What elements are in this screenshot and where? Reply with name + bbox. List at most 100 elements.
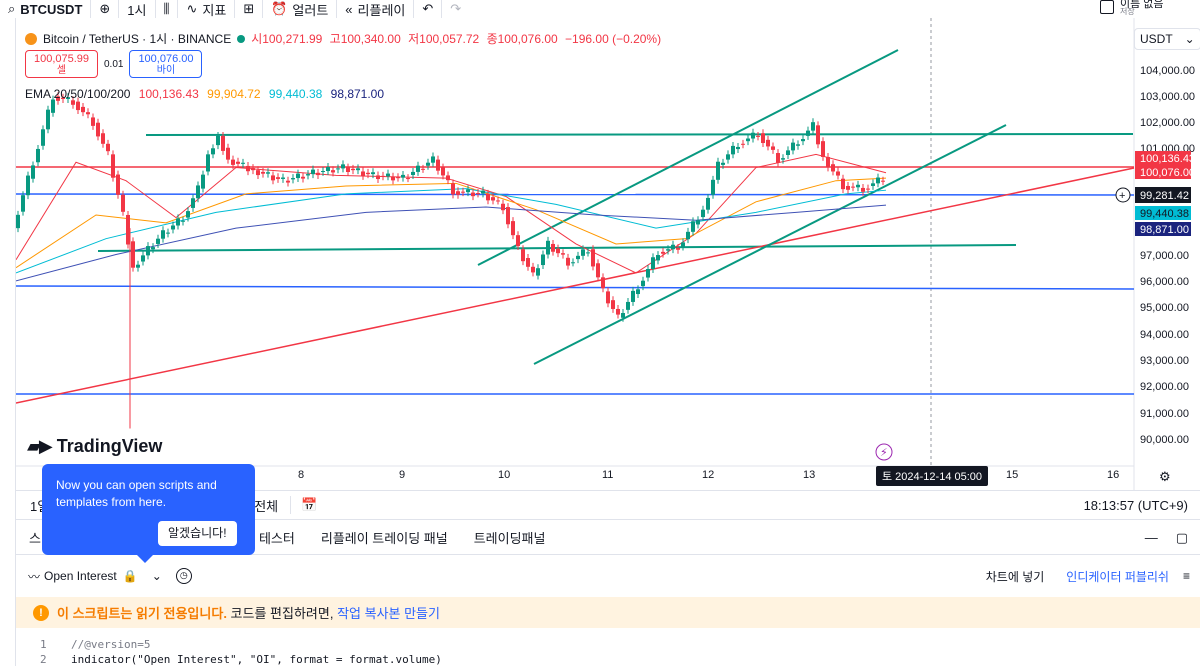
spread-value: 0.01 bbox=[104, 58, 124, 70]
currency-selector[interactable]: USDT ⌄ bbox=[1134, 28, 1200, 50]
time-label: 11 bbox=[602, 469, 614, 481]
horizontal-line-teal-top[interactable] bbox=[145, 133, 1134, 136]
goto-date-calendar-icon[interactable]: 📅 bbox=[301, 497, 318, 512]
chevron-down-icon[interactable]: ⌄ bbox=[151, 569, 162, 583]
time-label: 10 bbox=[498, 469, 511, 481]
code-line[interactable]: indicator("Open Interest", "OI", format … bbox=[71, 653, 442, 666]
candle-body bbox=[516, 235, 520, 247]
code-line[interactable]: //@version=5 bbox=[71, 638, 151, 651]
clock-display[interactable]: 18:13:57 (UTC+9) bbox=[1083, 497, 1188, 513]
sell-button[interactable]: 100,075.99 셀 bbox=[25, 50, 98, 78]
tab-strategy-tester[interactable]: 테스터 bbox=[258, 531, 295, 546]
horizontal-line-blue-top[interactable] bbox=[15, 193, 1135, 196]
left-drawing-toolbar bbox=[0, 18, 16, 666]
channel-lower-line[interactable] bbox=[533, 124, 1007, 365]
chart-settings-gear-icon[interactable]: ⚙ bbox=[1159, 469, 1171, 484]
tab-replay-trading[interactable]: 리플레이 트레이딩 패널 bbox=[320, 531, 448, 546]
ema200-price-tag: 98,871.00 bbox=[1140, 224, 1189, 236]
replay-button[interactable]: «리플레이 bbox=[337, 0, 415, 18]
candle-body bbox=[71, 100, 75, 105]
candle-body bbox=[271, 175, 275, 181]
candle-body bbox=[226, 147, 230, 160]
add-alert-plus-icon[interactable] bbox=[1115, 187, 1131, 203]
ema100-price-tag: 99,440.38 bbox=[1140, 208, 1189, 220]
candle-body bbox=[86, 112, 90, 115]
candle-body bbox=[156, 238, 160, 244]
ema-legend[interactable]: EMA 20/50/100/200 100,136.43 99,904.72 9… bbox=[25, 87, 389, 101]
price-chart[interactable]: 104,000.00103,000.00102,000.00101,000.00… bbox=[15, 18, 1200, 490]
candle-body bbox=[836, 171, 840, 176]
symbol-legend[interactable]: Bitcoin / TetherUS · 1시 · BINANCE 시100,2… bbox=[25, 30, 665, 47]
chart-pane[interactable]: 104,000.00 103,000.00 102,000.00 101,000.00… bbox=[15, 18, 1200, 490]
candle-body bbox=[531, 266, 535, 273]
candle-body bbox=[711, 179, 715, 195]
candle-body bbox=[366, 172, 370, 175]
readonly-notice: ! 이 스크립트는 읽기 전용입니다. 코드를 편집하려면, 작업 복사본 만들… bbox=[16, 597, 1200, 628]
bitcoin-logo-icon bbox=[25, 32, 37, 45]
tab-trading-panel[interactable]: 트레이딩패널 bbox=[473, 531, 546, 546]
interval-button[interactable]: 1시 bbox=[119, 0, 156, 18]
layout-save[interactable]: 이름 없음 저장 bbox=[1100, 0, 1164, 16]
ema-lines bbox=[15, 153, 887, 282]
candle-body bbox=[221, 135, 225, 151]
redo-button[interactable]: ↷ bbox=[442, 0, 469, 18]
maximize-panel-icon[interactable]: ▢ bbox=[1175, 529, 1188, 545]
horizontal-line-teal-mid[interactable] bbox=[97, 244, 1017, 252]
channel-upper-line[interactable] bbox=[477, 49, 899, 266]
crosshair-price-tag-bg bbox=[1135, 187, 1191, 203]
candle-body bbox=[736, 146, 740, 150]
code-editor[interactable]: 1 //@version=5 2 indicator("Open Interes… bbox=[16, 632, 1200, 666]
horizontal-line-blue-mid[interactable] bbox=[15, 285, 1135, 290]
history-icon[interactable]: ◷ bbox=[175, 568, 192, 584]
buy-button[interactable]: 100,076.00 바이 bbox=[129, 50, 203, 78]
time-label: 8 bbox=[298, 469, 305, 481]
tab-pine-editor[interactable]: 스 bbox=[29, 531, 41, 546]
symbol-search[interactable]: ⌕ BTCUSDT bbox=[0, 0, 92, 18]
low-value: 저100,057.72 bbox=[408, 32, 480, 46]
candle-body bbox=[766, 139, 770, 147]
publish-indicator-button[interactable]: 인디케이터 퍼블리쉬 bbox=[1066, 569, 1169, 584]
candle-body bbox=[796, 144, 800, 146]
candle-body bbox=[761, 133, 765, 144]
make-copy-link[interactable]: 작업 복사본 만들기 bbox=[337, 606, 440, 621]
ema50-value: 99,904.72 bbox=[207, 87, 261, 101]
candle-body bbox=[771, 146, 775, 150]
candle-body bbox=[826, 156, 830, 168]
price-axis-ticks: 104,000.00103,000.00102,000.00101,000.00… bbox=[1140, 65, 1195, 446]
ema20-price-tag-bg bbox=[1135, 151, 1191, 165]
tooltip-ok-button[interactable]: 알겠습니다! bbox=[158, 521, 237, 546]
candle-body bbox=[211, 148, 215, 155]
close-price-tag: 100,076.00 bbox=[1140, 167, 1195, 179]
ema50-line bbox=[15, 177, 887, 269]
ema100-line bbox=[15, 188, 887, 274]
candle-body bbox=[91, 117, 95, 126]
candle-body bbox=[326, 166, 330, 172]
search-icon: ⌕ bbox=[8, 1, 16, 16]
compare-button[interactable]: ⊕ bbox=[91, 0, 120, 18]
candle-body bbox=[696, 220, 700, 225]
undo-button[interactable]: ↶ bbox=[414, 0, 443, 18]
event-lightning-icon[interactable] bbox=[875, 443, 893, 461]
minimize-panel-icon[interactable]: — bbox=[1144, 530, 1158, 545]
candle-body bbox=[511, 221, 515, 236]
tradingview-watermark: ▰▶ TradingView bbox=[27, 436, 162, 457]
templates-button[interactable]: ⊞ bbox=[235, 0, 264, 18]
candle-body bbox=[236, 161, 240, 164]
candle-body bbox=[731, 145, 735, 155]
candle-body bbox=[486, 193, 490, 201]
candle-body bbox=[616, 308, 620, 315]
script-name[interactable]: Open Interest bbox=[44, 569, 117, 583]
indicators-button[interactable]: ∿ 지표 bbox=[178, 0, 236, 18]
range-all-button[interactable]: 전체 bbox=[254, 498, 279, 514]
alerts-button[interactable]: ⏰ 얼러트 bbox=[263, 0, 338, 18]
add-to-chart-button[interactable]: 차트에 넣기 bbox=[985, 569, 1045, 584]
candle-body bbox=[691, 221, 695, 232]
notice-text: 코드를 편집하려면, bbox=[226, 606, 338, 621]
time-axis[interactable]: 8 9 10 11 12 13 15 16 bbox=[16, 466, 1134, 486]
price-tick-label: 103,000.00 bbox=[1140, 91, 1195, 103]
more-options-icon[interactable]: ≡ bbox=[1182, 569, 1190, 583]
tradingview-logo-icon: ▰▶ bbox=[27, 436, 53, 456]
tooltip-arrow bbox=[137, 555, 153, 563]
chart-type-button[interactable]: ⫼ bbox=[156, 0, 179, 18]
trend-line-red[interactable] bbox=[15, 167, 1135, 404]
